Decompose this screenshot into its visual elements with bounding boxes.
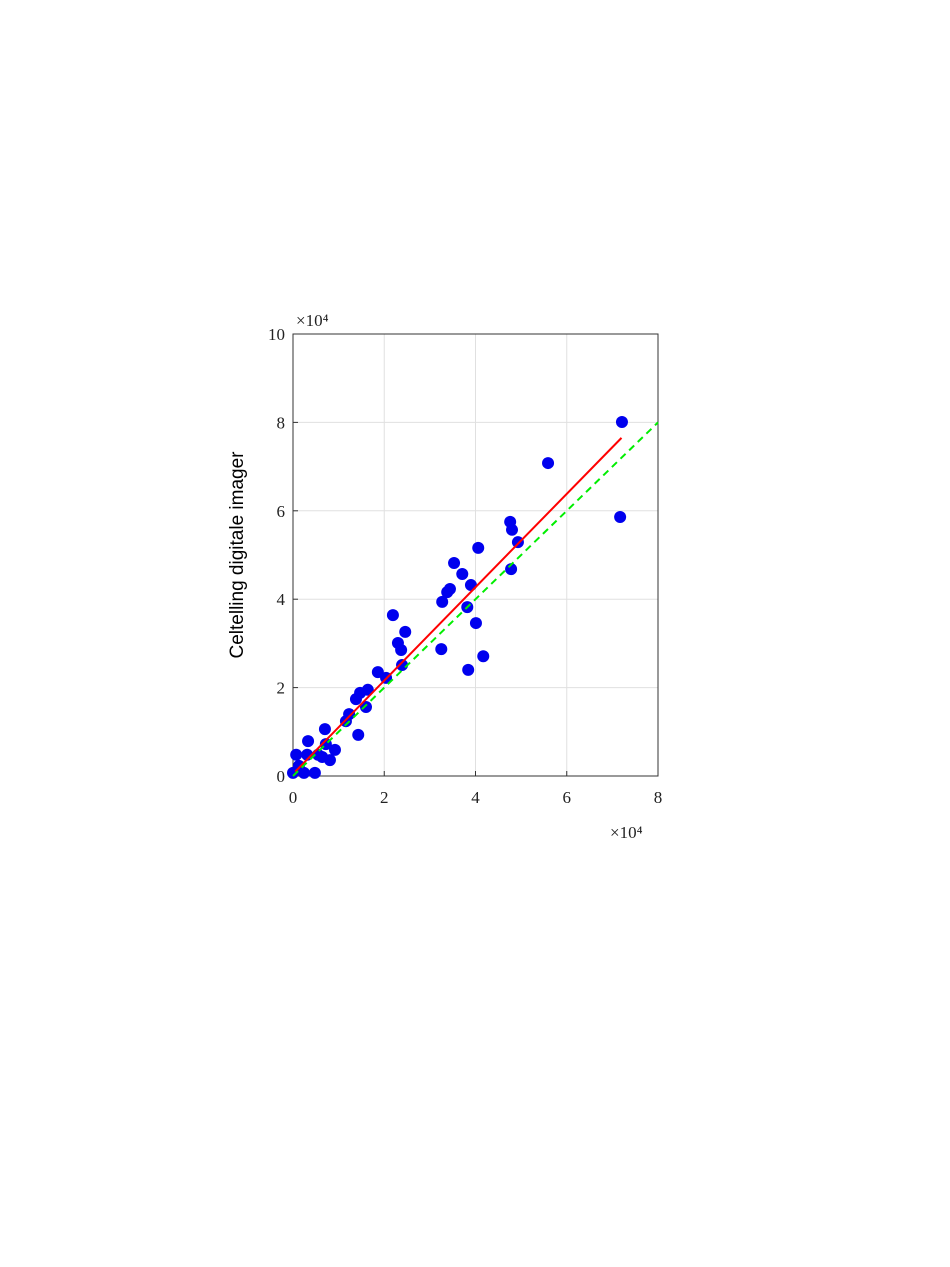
point xyxy=(386,609,399,622)
x-tick-label: 0 xyxy=(289,788,298,807)
point xyxy=(464,579,477,592)
point xyxy=(323,754,336,767)
y-axis-label: Celtelling digitale imager xyxy=(227,451,248,659)
x-tick-label: 4 xyxy=(471,788,480,807)
point xyxy=(302,735,315,748)
point xyxy=(472,541,485,554)
point xyxy=(396,659,409,672)
point xyxy=(328,743,341,756)
point xyxy=(308,766,321,779)
point xyxy=(448,556,461,569)
y-tick-label: 8 xyxy=(277,413,286,432)
point xyxy=(511,536,524,549)
point xyxy=(615,415,628,428)
point xyxy=(361,683,374,696)
x-tick-label: 8 xyxy=(654,788,663,807)
point xyxy=(343,708,356,721)
point xyxy=(399,625,412,638)
point xyxy=(542,457,555,470)
point xyxy=(506,523,518,536)
fit-line xyxy=(292,421,659,777)
point xyxy=(614,510,627,523)
point xyxy=(469,617,482,630)
y-tick-label: 6 xyxy=(277,502,286,521)
point xyxy=(318,723,331,736)
point xyxy=(456,568,469,581)
point xyxy=(505,563,518,576)
point xyxy=(360,701,372,714)
point xyxy=(290,748,303,761)
y-tick-label: 2 xyxy=(277,679,286,698)
point xyxy=(477,650,490,663)
x-tick-label: 2 xyxy=(380,788,389,807)
point xyxy=(352,728,365,741)
y-tick-label: 0 xyxy=(277,767,286,786)
point xyxy=(395,644,408,657)
point xyxy=(436,595,449,608)
y-multiplier: ×10⁴ xyxy=(296,311,329,330)
fit-line xyxy=(294,437,623,773)
point xyxy=(435,643,448,656)
x-multiplier: ×10⁴ xyxy=(610,823,643,842)
point xyxy=(297,766,310,779)
y-tick-label: 10 xyxy=(268,325,285,344)
point xyxy=(462,663,475,676)
y-tick-label: 4 xyxy=(277,590,286,609)
plot-frame xyxy=(292,333,659,777)
point xyxy=(443,583,456,596)
x-tick-label: 6 xyxy=(563,788,572,807)
